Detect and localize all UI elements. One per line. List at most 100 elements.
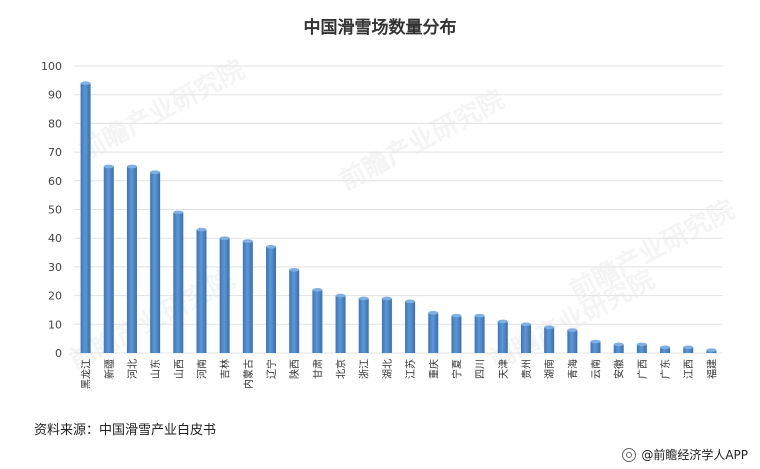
bar [196,227,207,353]
x-tick-label: 甘肃 [311,359,324,379]
bar-body [312,289,323,353]
y-tick-label: 10 [48,318,62,331]
x-tick-label: 江西 [683,359,695,379]
x-tick-label: 内蒙古 [242,359,255,389]
bar-top [520,322,531,327]
bar [497,319,508,353]
x-tick-label: 江苏 [404,359,417,379]
bar [266,245,277,353]
bar [381,296,392,353]
bar [242,239,253,353]
y-tick-label: 30 [48,261,62,274]
x-tick-label: 浙江 [359,359,371,379]
bar-top [173,210,184,215]
bar-body [544,327,555,353]
bar [428,311,439,353]
x-tick-label: 湖北 [382,359,394,379]
bar-body [590,341,601,353]
bar-top [683,345,694,350]
bar-body [289,269,300,353]
bar [567,328,578,353]
y-tick-label: 50 [48,204,62,217]
bar-top [567,328,578,332]
x-tick-label: 重庆 [427,359,440,379]
bar [219,236,230,353]
bar-top [706,348,717,352]
bar-top [358,296,369,301]
bar-body [636,344,647,353]
y-tick-label: 40 [48,232,62,245]
y-tick-label: 60 [48,175,62,188]
y-tick-label: 80 [48,117,62,130]
y-tick-label: 20 [48,290,62,303]
bar-body [80,83,91,353]
bar-top [335,293,346,298]
bar-top [219,236,230,240]
bar-body [242,241,253,353]
bar-body [497,321,508,353]
bar-top [613,342,624,347]
bar-body [103,166,114,353]
bar-body [150,172,161,353]
bar-top [636,342,647,347]
bar-top [312,288,323,292]
x-tick-label: 福建 [705,359,718,379]
bar [544,325,555,353]
bar-top [497,319,508,324]
bar-top [80,81,91,86]
x-tick-label: 北京 [335,359,348,379]
y-tick-label: 70 [48,146,62,159]
bar-top [242,239,253,243]
bar-top [544,325,555,329]
bar-top [660,345,671,350]
x-tick-label: 河北 [127,359,139,379]
x-tick-label: 宁夏 [450,359,463,379]
x-tick-label: 安徽 [613,359,626,379]
bar-body [335,295,346,353]
bar-body [567,330,578,353]
x-tick-label: 四川 [476,359,487,379]
x-tick-label: 山东 [149,359,162,379]
brand-label: @前瞻经济学人APP [641,448,748,462]
bar-body [219,238,230,353]
x-tick-label: 山西 [173,359,185,379]
chart-title: 中国滑雪场数量分布 [304,17,457,38]
bar-body [173,212,184,353]
x-tick-label: 吉林 [219,359,232,379]
x-tick-label: 广西 [637,359,649,379]
bar [405,299,416,353]
bar [636,342,647,353]
bar [289,267,300,353]
x-tick-label: 广东 [659,359,672,379]
bar-top [590,339,601,344]
bar [173,210,184,353]
bar-body [428,312,439,353]
bar-body [520,324,531,353]
bar-body [474,315,485,353]
brand-logo-icon [622,447,637,462]
bar-top [405,299,416,304]
y-tick-label: 100 [41,60,62,73]
x-tick-label: 黑龙江 [80,359,93,389]
x-tick-label: 辽宁 [265,359,278,379]
bar [660,345,671,353]
x-tick-label: 贵州 [520,359,533,379]
bar-body [381,298,392,353]
y-tick-label: 0 [55,347,62,360]
bar [706,348,717,353]
bar [80,81,91,353]
bar-body [266,246,277,353]
bar-top [381,296,392,301]
bar-body [358,298,369,353]
bar-body [613,344,624,353]
y-axis: 0 10 20 30 40 50 60 70 80 90 100 [41,60,62,360]
bar [590,339,601,353]
bar-body [126,166,137,353]
bar-body [451,315,462,353]
x-axis: 黑龙江 新疆 河北 山东 山西 河南 吉林 内蒙古 辽宁 陕西 甘肃 北京 浙江 湖北 江苏 重庆 宁夏 四川 天津… [80,359,719,389]
bar-top [289,267,300,272]
bar [335,293,346,353]
bar-body [405,301,416,353]
bars [80,81,717,353]
